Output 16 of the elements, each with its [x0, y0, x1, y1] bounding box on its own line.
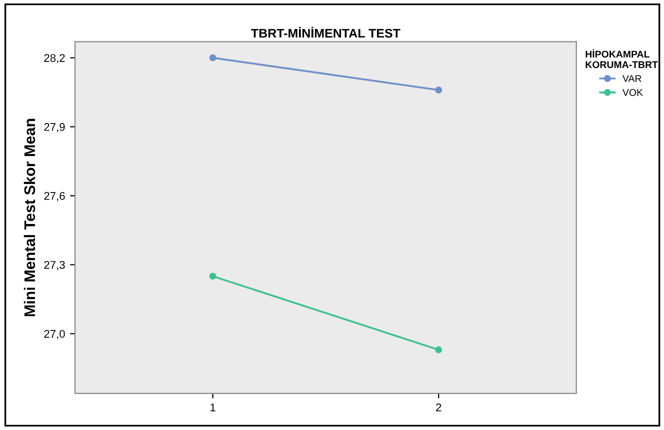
x-tick-label: 2: [436, 403, 442, 412]
legend-label: VOK: [622, 89, 643, 96]
legend-label: VAR: [622, 75, 642, 82]
legend-title: HİPOKAMPAL KORUMA-TBRT: [586, 49, 658, 68]
y-tick-label: 27,0: [44, 330, 65, 340]
y-tick-label: 27,9: [44, 123, 65, 132]
y-axis-title: Mini Mental Test Skor Mean: [24, 118, 36, 316]
chart-title: TBRT-MİNİMENTAL TEST: [251, 26, 400, 38]
x-tick-label: 1: [210, 404, 216, 412]
y-tick-label: 27,3: [44, 260, 65, 270]
point: [435, 86, 442, 94]
point: [435, 346, 442, 354]
y-tick-label: 27,6: [44, 192, 65, 202]
point: [209, 54, 216, 62]
y-tick-label: 28,2: [44, 54, 65, 64]
point: [209, 272, 216, 280]
